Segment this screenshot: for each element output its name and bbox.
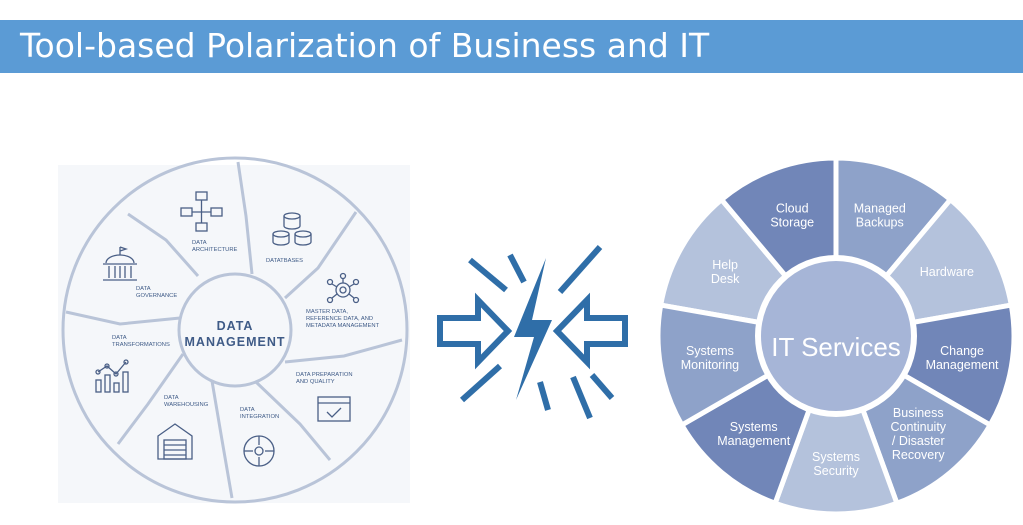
it-segment-label: / Disaster [892,434,945,448]
dm-label: AND QUALITY [296,379,335,385]
burst-lines [459,245,615,420]
it-segment-label: Continuity [890,420,946,434]
it-segment-label: Desk [711,272,740,286]
it-segment-label: Business [893,406,944,420]
it-services-wheel: IT Services HelpDeskCloudStorageManagedB… [655,155,1017,517]
dm-label: DATA [112,335,127,341]
it-segment-label: Help [712,258,738,272]
it-segment-label: Backups [856,216,904,230]
it-segment-label: Monitoring [681,358,739,372]
it-segment-label: Recovery [892,448,946,462]
flowchart-icon [180,191,223,232]
it-segment-label: Systems [686,344,734,358]
it-segment-label: Management [717,434,790,448]
it-segment-label: Management [926,358,999,372]
dm-center-label-1: DATA [217,319,254,333]
integration-hub-icon [243,435,275,467]
dm-inner-ring [177,272,293,388]
dm-outer-ring [61,156,409,504]
dm-label: INTEGRATION [240,414,279,420]
it-segment-label: Systems [730,420,778,434]
dm-label: MASTER DATA, [306,309,348,315]
dm-label: DATA [136,286,151,292]
dm-label: DATA PREPARATION [296,372,353,378]
dm-divider [210,380,234,499]
dm-label: DATA [164,395,179,401]
dm-label: DATA [192,240,207,246]
dm-divider [65,310,181,326]
dm-label: TRANSFORMATIONS [112,342,170,348]
gear-network-icon [326,272,360,304]
data-management-wheel [61,156,409,504]
dm-label: ARCHITECTURE [192,247,238,253]
it-center-label: IT Services [771,332,901,362]
it-segment-label: Cloud [776,202,809,216]
dm-labels: DATA ARCHITECTURE DATATBASES MASTER DATA… [112,240,380,420]
it-segment-label: Hardware [920,265,974,279]
dm-label: WAREHOUSING [164,402,209,408]
database-icon [272,212,312,246]
it-segment-label: Systems [812,450,860,464]
dm-center-label-2: MANAGEMENT [185,335,286,349]
dm-divider [116,353,185,445]
arrow-right-icon [437,292,513,370]
line-chart-icon [95,359,129,393]
dm-label: REFERENCE DATA, AND [306,316,373,322]
dm-divider [254,380,332,461]
arrow-left-icon [552,292,628,370]
dm-label: GOVERNANCE [136,293,177,299]
dm-divider [127,212,200,277]
government-building-icon [103,246,137,281]
slide-title: Tool-based Polarization of Business and … [20,26,710,65]
it-segment-label: Storage [770,216,814,230]
dm-divider [283,211,358,300]
it-segment-label: Security [813,464,859,478]
warehouse-icon [157,423,193,460]
dm-label: METADATA MANAGEMENT [306,323,380,329]
it-segment-label: Managed [854,202,906,216]
title-bar: Tool-based Polarization of Business and … [0,20,1023,73]
dm-label: DATA [240,407,255,413]
dm-divider [284,338,403,364]
dm-label: DATATBASES [266,258,303,264]
conflict-symbol [437,245,628,420]
lightning-bolt-icon [514,258,552,400]
checklist-window-icon [317,396,351,422]
it-segment-label: Change [940,344,984,358]
dm-divider [236,161,254,275]
it-center-circle [755,255,917,417]
